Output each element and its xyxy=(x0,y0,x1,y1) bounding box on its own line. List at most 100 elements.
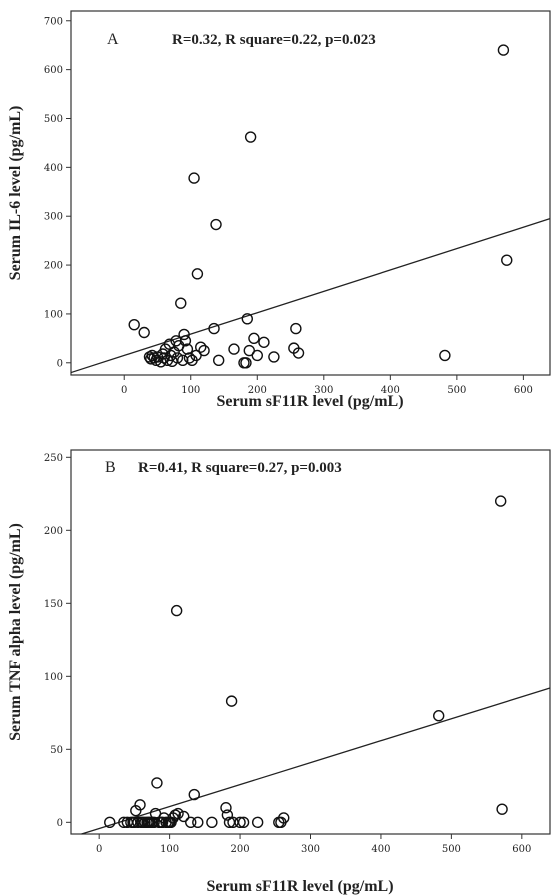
panel-label-a: A xyxy=(107,31,119,48)
scatter-point xyxy=(134,799,146,811)
scatter-point xyxy=(128,318,140,331)
panel-label-b: B xyxy=(105,459,116,476)
x-tick-label: 400 xyxy=(371,844,390,855)
x-tick-label: 500 xyxy=(447,385,466,396)
x-tick-label: 0 xyxy=(96,844,102,855)
y-tick-label: 50 xyxy=(50,745,63,756)
y-axis-label-b: Serum TNF alpha level (pg/mL) xyxy=(7,523,24,741)
x-tick-label: 100 xyxy=(181,385,200,396)
scatter-point xyxy=(241,313,253,325)
panel-b: 0 100 200 300 400 500 600 0 50 100 150 200 250 B R=0… xyxy=(7,449,551,895)
scatter-point xyxy=(208,322,220,335)
y-tick-label: 0 xyxy=(57,818,63,829)
y-tick-label: 300 xyxy=(44,212,63,223)
x-axis-label-b: Serum sF11R level (pg/mL) xyxy=(206,878,393,895)
scatter-point xyxy=(433,710,445,722)
scatter-point xyxy=(258,336,270,348)
y-axis-label-a: Serum IL-6 level (pg/mL) xyxy=(7,106,24,281)
x-tick-label: 300 xyxy=(314,385,333,396)
scatter-point xyxy=(206,816,218,829)
x-tick-label: 600 xyxy=(512,844,531,855)
scatter-point xyxy=(181,343,194,355)
scatter-point xyxy=(292,347,305,359)
scatter-point xyxy=(290,322,302,335)
panel-a: 0 100 200 300 400 500 600 0 100 200 300 400 500 600 70… xyxy=(7,10,551,410)
scatter-point xyxy=(185,816,197,829)
scatter-point xyxy=(175,297,187,309)
axes-a: 0 100 200 300 400 500 600 0 100 200 300 400 500 600 70… xyxy=(44,16,533,396)
scatter-point xyxy=(165,349,177,362)
y-tick-label: 500 xyxy=(44,114,63,125)
stats-text-a: R=0.32, R square=0.22, p=0.023 xyxy=(172,32,376,48)
scatter-point xyxy=(278,812,290,824)
scatter-point xyxy=(198,344,210,357)
scatter-point xyxy=(138,326,150,339)
scatter-point xyxy=(210,218,222,231)
scatter-point xyxy=(191,268,204,280)
x-axis-label-a: Serum sF11R level (pg/mL) xyxy=(216,393,403,410)
y-tick-label: 700 xyxy=(44,16,63,27)
y-tick-label: 100 xyxy=(44,672,63,683)
x-tick-label: 200 xyxy=(231,844,250,855)
scatter-point xyxy=(501,254,513,266)
scatter-point xyxy=(220,802,232,814)
scatter-point xyxy=(195,341,207,353)
y-tick-label: 0 xyxy=(57,358,63,369)
scatter-point xyxy=(248,332,260,345)
scatter-point xyxy=(494,495,507,507)
fit-line-b xyxy=(81,687,551,835)
scatter-point xyxy=(188,788,200,801)
scatter-point xyxy=(225,695,238,707)
x-tick-label: 300 xyxy=(301,844,320,855)
scatter-point xyxy=(183,352,196,364)
scatter-point xyxy=(104,816,116,829)
scatter-point xyxy=(172,807,184,820)
y-tick-label: 200 xyxy=(44,261,63,272)
scatter-point xyxy=(148,816,160,829)
scatter-point xyxy=(234,816,246,829)
scatter-point xyxy=(221,809,234,821)
y-tick-label: 250 xyxy=(44,453,63,464)
scatter-point xyxy=(190,349,202,362)
scatter-point xyxy=(243,344,255,357)
y-tick-label: 200 xyxy=(44,526,63,537)
stats-text-b: R=0.41, R square=0.27, p=0.003 xyxy=(138,460,342,476)
scatter-point xyxy=(268,351,280,363)
scatter-point xyxy=(251,816,264,829)
plot-frame-b xyxy=(70,449,551,835)
fit-line-a xyxy=(70,218,551,374)
scatter-point xyxy=(170,604,183,617)
scatter-point xyxy=(251,349,263,362)
scatter-point xyxy=(228,343,240,355)
scatter-point xyxy=(240,357,252,369)
y-tick-label: 400 xyxy=(44,163,63,174)
scatter-point xyxy=(212,354,225,367)
scatter-point xyxy=(244,131,257,143)
scatter-point xyxy=(171,352,184,364)
scatter-point xyxy=(439,349,451,362)
y-tick-label: 150 xyxy=(44,599,63,610)
points-a xyxy=(128,44,513,369)
y-tick-label: 100 xyxy=(44,309,63,320)
scatter-point xyxy=(497,44,510,56)
x-tick-label: 600 xyxy=(514,385,533,396)
scatter-point xyxy=(237,816,250,829)
scatter-point xyxy=(178,328,190,341)
plot-frame-a xyxy=(70,10,551,376)
scatter-point xyxy=(496,803,508,815)
scatter-point xyxy=(155,356,167,368)
x-tick-label: 400 xyxy=(381,385,400,396)
scatter-point xyxy=(188,172,200,184)
axes-b: 0 100 200 300 400 500 600 0 50 100 150 200 250 xyxy=(44,453,531,855)
x-tick-label: 500 xyxy=(442,844,461,855)
points-b xyxy=(104,495,508,829)
scatter-point xyxy=(179,335,192,347)
scatter-point xyxy=(178,810,190,823)
y-tick-label: 600 xyxy=(44,65,63,76)
x-tick-label: 200 xyxy=(248,385,267,396)
scatter-point xyxy=(192,816,204,829)
x-tick-label: 100 xyxy=(160,844,179,855)
x-tick-label: 0 xyxy=(121,385,127,396)
scatter-point xyxy=(151,777,163,789)
